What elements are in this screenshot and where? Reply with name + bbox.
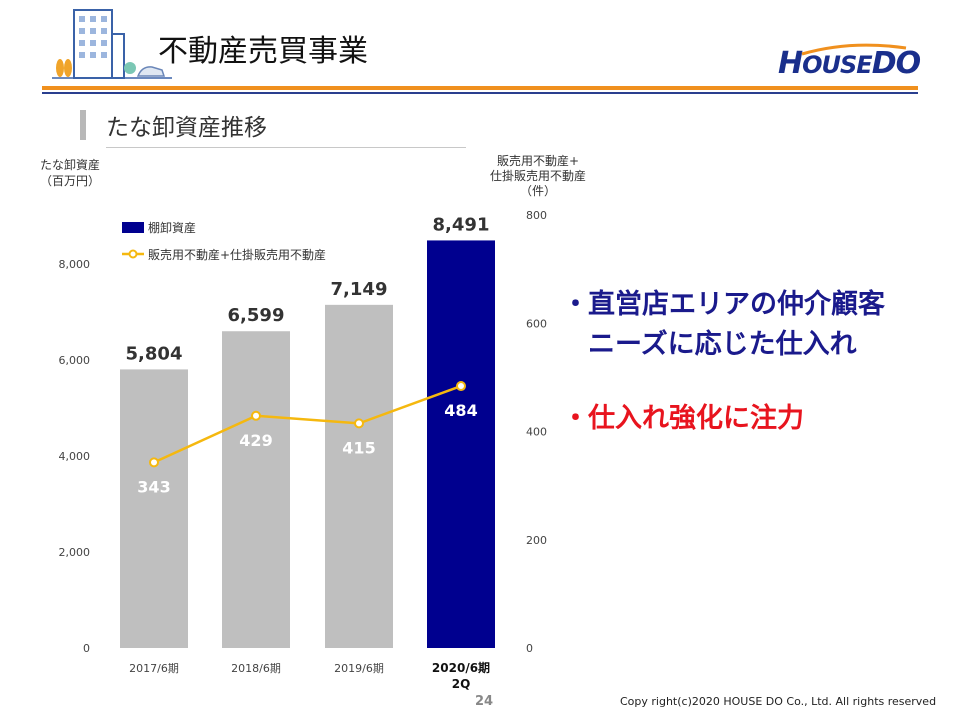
right-tick-label: 0: [526, 642, 533, 655]
page-title: 不動産売買事業: [158, 34, 368, 69]
line-value-label: 415: [342, 438, 375, 457]
line-value-label: 343: [137, 477, 170, 496]
bar: [325, 304, 393, 648]
line-point: [149, 457, 159, 468]
bullet-2: ・仕入れ強化に注力: [562, 400, 804, 438]
section-marker: [80, 110, 86, 140]
line-value-label: 429: [239, 431, 272, 450]
legend-line-label: 販売用不動産+仕掛販売用不動産: [148, 247, 326, 262]
bar: [120, 369, 188, 648]
legend-bar-swatch: [122, 222, 144, 233]
line-series: 343 429 415 484: [137, 381, 478, 496]
left-tick-label: 0: [83, 642, 90, 655]
building-illustration-icon: [52, 9, 172, 79]
left-tick-label: 6,000: [59, 354, 91, 367]
category-label-line: 2019/6期: [334, 662, 384, 675]
right-tick-label: 800: [526, 209, 547, 222]
category-label: 2019/6期: [334, 662, 384, 675]
bar-value-label: 7,149: [331, 279, 388, 300]
bar-series: 5,804 6,599 7,149 8,491: [120, 214, 495, 648]
left-axis-title: たな卸資産 （百万円）: [39, 158, 100, 188]
left-axis-ticks: 0 2,000 4,000 6,000 8,000: [59, 258, 91, 655]
category-label-line: 2018/6期: [231, 662, 281, 675]
line-point: [251, 410, 261, 421]
right-axis-ticks: 0 200 400 600 800: [526, 209, 547, 655]
category-label-line: 2017/6期: [129, 662, 179, 675]
category-label: 2018/6期: [231, 662, 281, 675]
page-number: 24: [474, 694, 494, 709]
line-path: [153, 384, 462, 464]
bullet-2-text: 仕入れ強化に注力: [588, 403, 804, 434]
category-label: 2020/6期 2Q: [432, 660, 490, 690]
inventory-chart: 0 2,000 4,000 6,000 8,000 0 200 400 600 800 5,80…: [59, 209, 548, 690]
category-label-line: 2020/6期: [432, 660, 490, 675]
line-point: [456, 381, 466, 392]
bullet-1-dot: ・: [562, 289, 589, 320]
bar: [222, 331, 290, 648]
bullet-1-continued: ニーズに応じた仕入れ: [588, 329, 857, 360]
category-label-line: 2Q: [452, 677, 471, 690]
bar: [427, 240, 495, 648]
left-tick-label: 4,000: [59, 450, 91, 463]
logo-letters-do: DO: [871, 46, 921, 81]
bar-value-label: 6,599: [228, 305, 285, 326]
logo-letter-h: H: [778, 46, 803, 81]
header-divider-blue: [42, 92, 918, 94]
brand-logo: HOUSEDO: [778, 46, 921, 81]
bullet-2-dot: ・: [562, 403, 589, 434]
legend-line-marker: [128, 249, 138, 259]
bar-value-label: 5,804: [126, 343, 183, 364]
bullet-1-text: 直営店エリアの仲介顧客: [588, 289, 885, 320]
copyright-notice: Copy right(c)2020 HOUSE DO Co., Ltd. All…: [620, 695, 937, 708]
right-tick-label: 600: [526, 317, 547, 330]
logo-swoosh-icon: [801, 43, 907, 56]
right-tick-label: 400: [526, 426, 547, 439]
category-label: 2017/6期: [129, 662, 179, 675]
category-labels: 2017/6期 2018/6期 2019/6期 2020/6期 2Q: [129, 660, 490, 690]
bar-value-label: 8,491: [433, 214, 490, 235]
line-value-label: 484: [444, 401, 477, 420]
header-divider-orange: [42, 86, 918, 90]
legend-bar-label: 棚卸資産: [148, 220, 196, 235]
line-point: [354, 418, 364, 429]
logo-letters-ouse: OUSE: [802, 51, 873, 79]
section-title: たな卸資産推移: [106, 115, 267, 141]
bullet-1: ・直営店エリアの仲介顧客: [562, 286, 885, 324]
left-tick-label: 8,000: [59, 258, 91, 271]
section-underline: [106, 147, 466, 148]
right-axis-title: 販売用不動産+ 仕掛販売用不動産 （件）: [489, 154, 586, 198]
right-tick-label: 200: [526, 534, 547, 547]
legend: 棚卸資産 販売用不動産+仕掛販売用不動産: [122, 220, 326, 262]
left-tick-label: 2,000: [59, 546, 91, 559]
